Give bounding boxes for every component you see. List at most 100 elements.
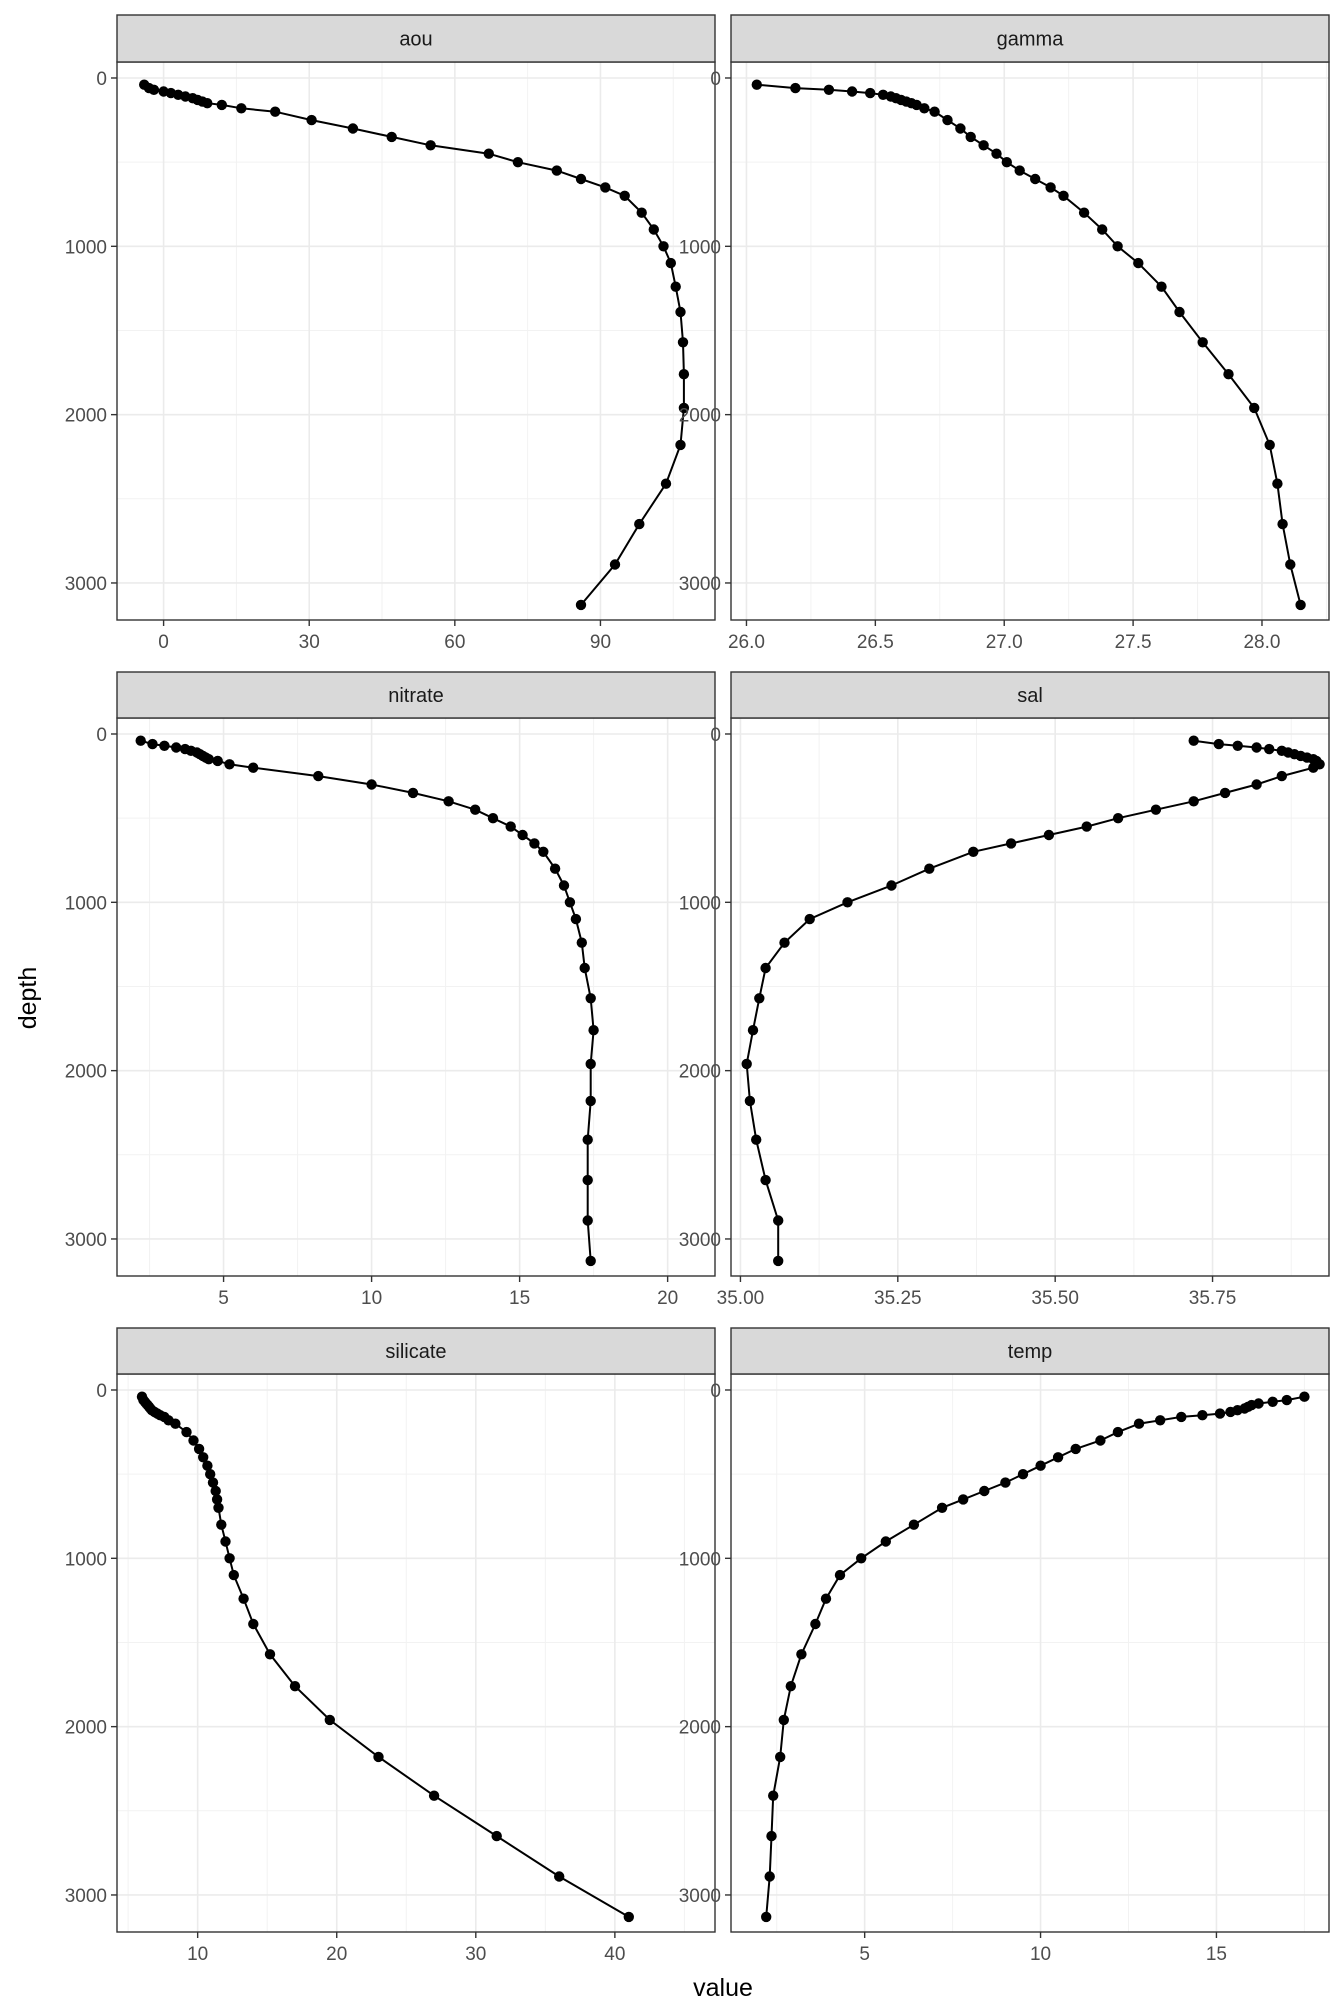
data-point [575, 599, 587, 611]
y-tick-label: 1000 [679, 893, 721, 914]
panel-temp: temp 5 10 15 0 1000 2000 3000 [679, 1327, 1330, 1965]
data-point [810, 1618, 821, 1630]
panel-background [117, 62, 715, 620]
x-tick-label: 0 [158, 632, 169, 653]
y-tick-label: 1000 [65, 1549, 107, 1570]
data-point [135, 735, 146, 746]
data-point [1232, 740, 1243, 751]
data-point [216, 99, 227, 111]
data-point [678, 369, 690, 380]
data-point [213, 1502, 224, 1514]
data-point [512, 157, 524, 168]
x-tick-label: 10 [1030, 1944, 1051, 1965]
panel-aou: aou 0 30 60 90 0 1000 2000 3000 [65, 14, 716, 653]
data-point [211, 1494, 223, 1505]
data-point [636, 207, 647, 218]
data-point [248, 1618, 259, 1630]
x-tick-label: 35.00 [717, 1288, 765, 1309]
data-point [1277, 518, 1288, 530]
data-point [1264, 743, 1275, 755]
data-point [778, 1714, 789, 1726]
y-tick-label: 1000 [679, 237, 721, 258]
y-tick-label: 0 [710, 1381, 721, 1402]
data-point [313, 770, 324, 782]
data-point [181, 1426, 192, 1438]
data-point [585, 1095, 596, 1107]
data-point [773, 1255, 784, 1267]
x-tick-label: 30 [465, 1944, 486, 1965]
data-point [741, 1058, 752, 1070]
data-point [1251, 779, 1262, 790]
data-point [764, 1871, 775, 1882]
data-point [658, 241, 669, 252]
y-tick-label: 0 [96, 1381, 107, 1402]
data-point [761, 1911, 772, 1923]
data-point [670, 281, 681, 292]
data-point [1174, 306, 1185, 318]
data-point [529, 838, 540, 849]
data-point [202, 1460, 213, 1471]
data-point [1017, 1469, 1029, 1480]
data-point [159, 740, 170, 751]
y-tick-label: 2000 [65, 1718, 107, 1739]
data-point [648, 224, 659, 235]
data-point [549, 863, 561, 874]
data-point [1097, 224, 1108, 235]
data-point [1223, 369, 1234, 380]
data-point [760, 962, 771, 974]
panel-sal: sal 35.00 35.25 35.50 35.75 0 1000 2000 3000 [679, 671, 1330, 1309]
facet-strip [730, 14, 1330, 63]
data-point [487, 813, 499, 824]
data-point [1001, 157, 1012, 168]
data-point [205, 1469, 216, 1480]
data-point [991, 148, 1002, 159]
data-point [1285, 559, 1296, 570]
data-point [675, 439, 686, 451]
data-point [1276, 770, 1288, 782]
data-point [207, 1477, 219, 1488]
data-point [188, 1435, 199, 1446]
data-point [744, 1095, 756, 1107]
data-point [856, 1553, 867, 1564]
x-tick-label: 20 [657, 1288, 678, 1309]
data-point [576, 937, 587, 948]
data-point [202, 98, 213, 109]
data-point [1045, 182, 1056, 193]
data-point [880, 1536, 891, 1547]
y-tick-label: 3000 [679, 1886, 721, 1907]
data-point [1156, 281, 1167, 292]
data-point [760, 1174, 771, 1186]
data-point [1295, 599, 1306, 611]
data-point [823, 84, 835, 96]
data-point [1197, 337, 1208, 348]
data-point [1095, 1435, 1106, 1446]
data-point [924, 863, 935, 874]
data-point [407, 787, 419, 799]
x-tick-label: 28.0 [1243, 632, 1280, 653]
data-point [470, 804, 481, 815]
data-point [236, 103, 247, 114]
data-point [1251, 742, 1262, 753]
data-point [216, 1519, 227, 1530]
data-point [1043, 829, 1055, 841]
data-point [1267, 1396, 1278, 1408]
data-point [551, 165, 562, 176]
facet-strip-label: silicate [385, 1341, 446, 1363]
data-point [942, 114, 953, 126]
data-point [1070, 1443, 1081, 1455]
data-point [751, 79, 762, 90]
data-point [1058, 190, 1069, 201]
data-point [193, 1443, 205, 1455]
facet-strip-label: sal [1017, 685, 1043, 707]
facet-strip-label: nitrate [388, 685, 444, 707]
x-tick-label: 20 [326, 1944, 347, 1965]
data-point [775, 1751, 786, 1763]
data-point [1014, 165, 1025, 176]
data-point [270, 106, 281, 117]
x-tick-label: 90 [590, 632, 611, 653]
data-point [428, 1790, 440, 1801]
x-tick-label: 15 [509, 1288, 530, 1309]
data-point [1272, 478, 1283, 489]
data-point [846, 86, 858, 97]
